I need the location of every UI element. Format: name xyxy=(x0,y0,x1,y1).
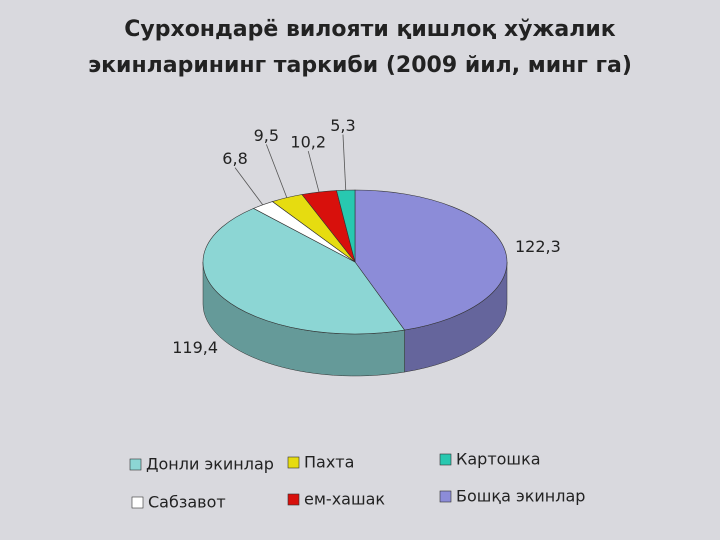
data-label: 9,5 xyxy=(254,126,279,145)
chart-title: Сурхондарё вилояти қишлоқ хўжалик xyxy=(124,17,616,42)
legend-label: Донли экинлар xyxy=(146,455,274,474)
data-label: 6,8 xyxy=(222,149,247,168)
slice xyxy=(354,189,508,331)
leader-line xyxy=(234,167,264,206)
data-label: 10,2 xyxy=(290,133,326,152)
legend-swatch xyxy=(131,496,144,509)
legend-label: Сабзавот xyxy=(148,493,226,512)
legend-swatch xyxy=(439,490,452,503)
leader-line xyxy=(342,134,347,191)
legend-swatch xyxy=(129,458,142,471)
leader-line xyxy=(265,144,288,198)
legend-label: Бошқа экинлар xyxy=(456,487,585,506)
leader-line xyxy=(307,150,320,193)
legend-swatch xyxy=(439,453,452,466)
data-label: 119,4 xyxy=(172,338,218,357)
legend-swatch xyxy=(287,493,300,506)
legend-label: Пахта xyxy=(304,453,354,472)
legend-label: Картошка xyxy=(456,450,541,469)
chart-title: экинларининг таркиби (2009 йил, минг га) xyxy=(88,53,632,78)
legend-swatch xyxy=(287,456,300,469)
slice xyxy=(202,208,406,335)
data-label: 122,3 xyxy=(515,237,561,256)
data-label: 5,3 xyxy=(330,116,355,135)
legend-label: ем-хашак xyxy=(304,490,385,509)
